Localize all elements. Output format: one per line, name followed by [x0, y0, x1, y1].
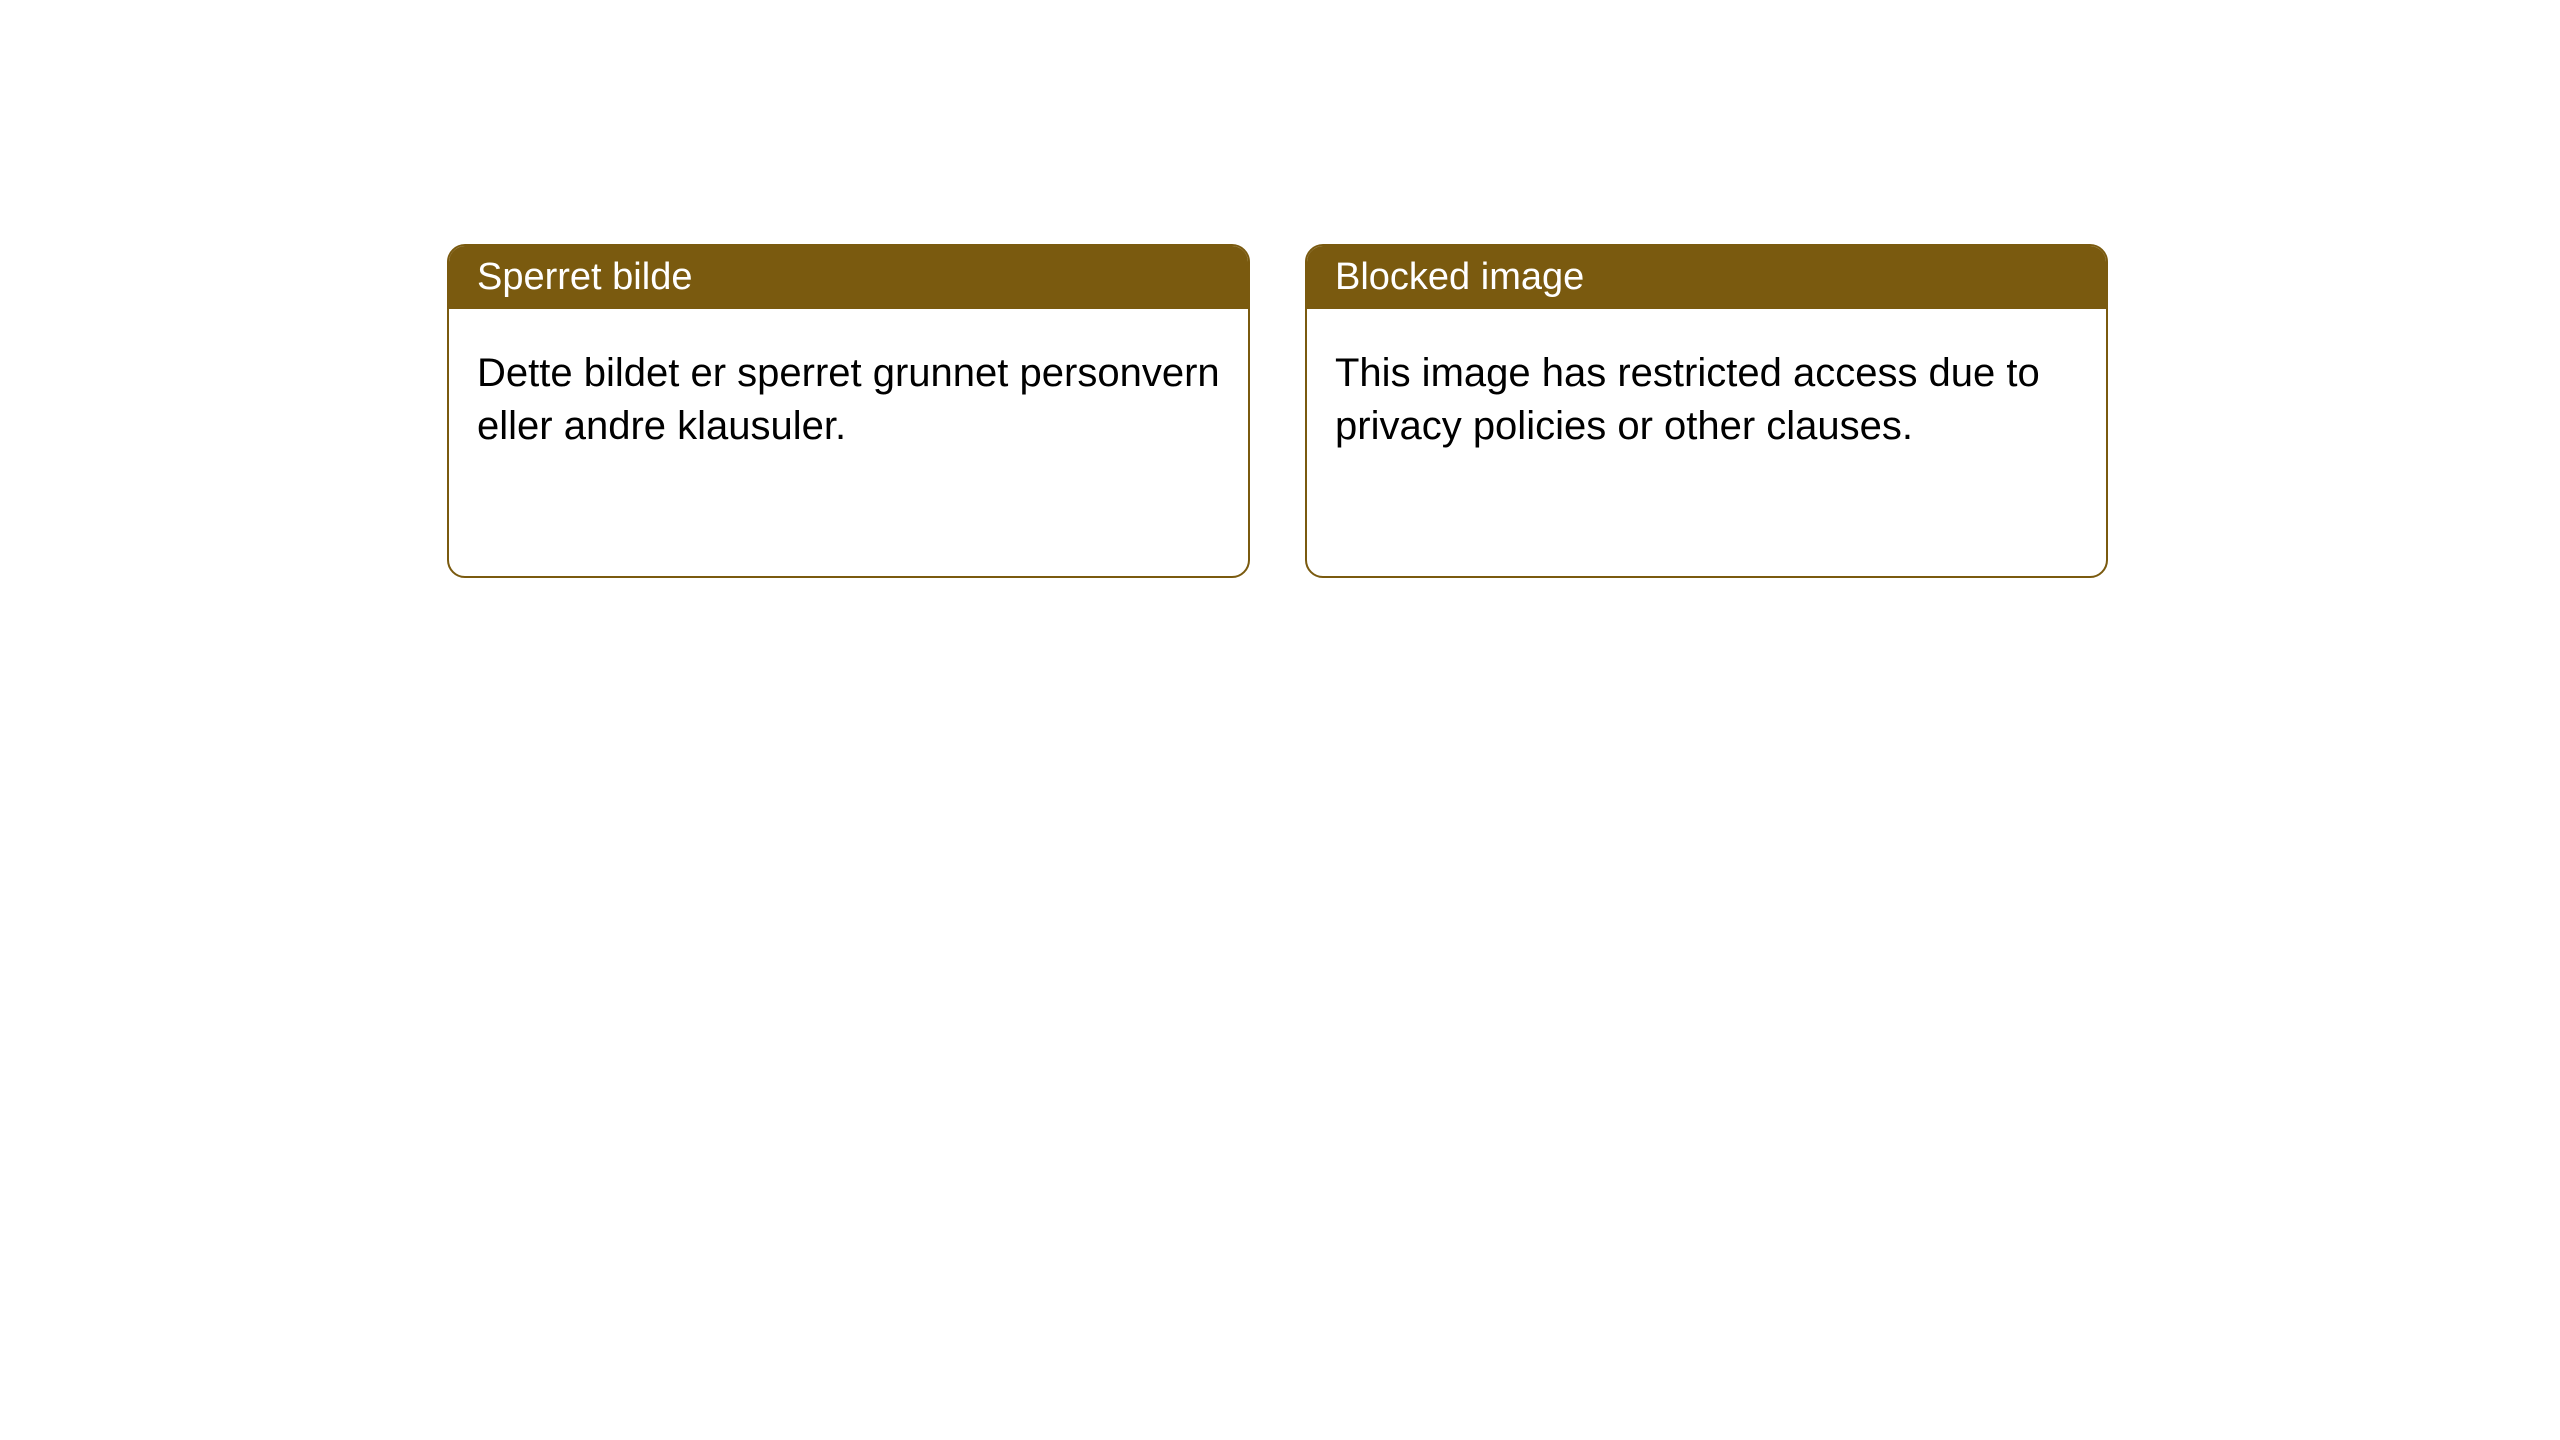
cards-container: Sperret bilde Dette bildet er sperret gr… [0, 0, 2560, 578]
card-body: This image has restricted access due to … [1307, 309, 2106, 491]
blocked-image-card-en: Blocked image This image has restricted … [1305, 244, 2108, 578]
card-body: Dette bildet er sperret grunnet personve… [449, 309, 1248, 491]
blocked-image-card-no: Sperret bilde Dette bildet er sperret gr… [447, 244, 1250, 578]
card-header: Blocked image [1307, 246, 2106, 309]
card-header: Sperret bilde [449, 246, 1248, 309]
